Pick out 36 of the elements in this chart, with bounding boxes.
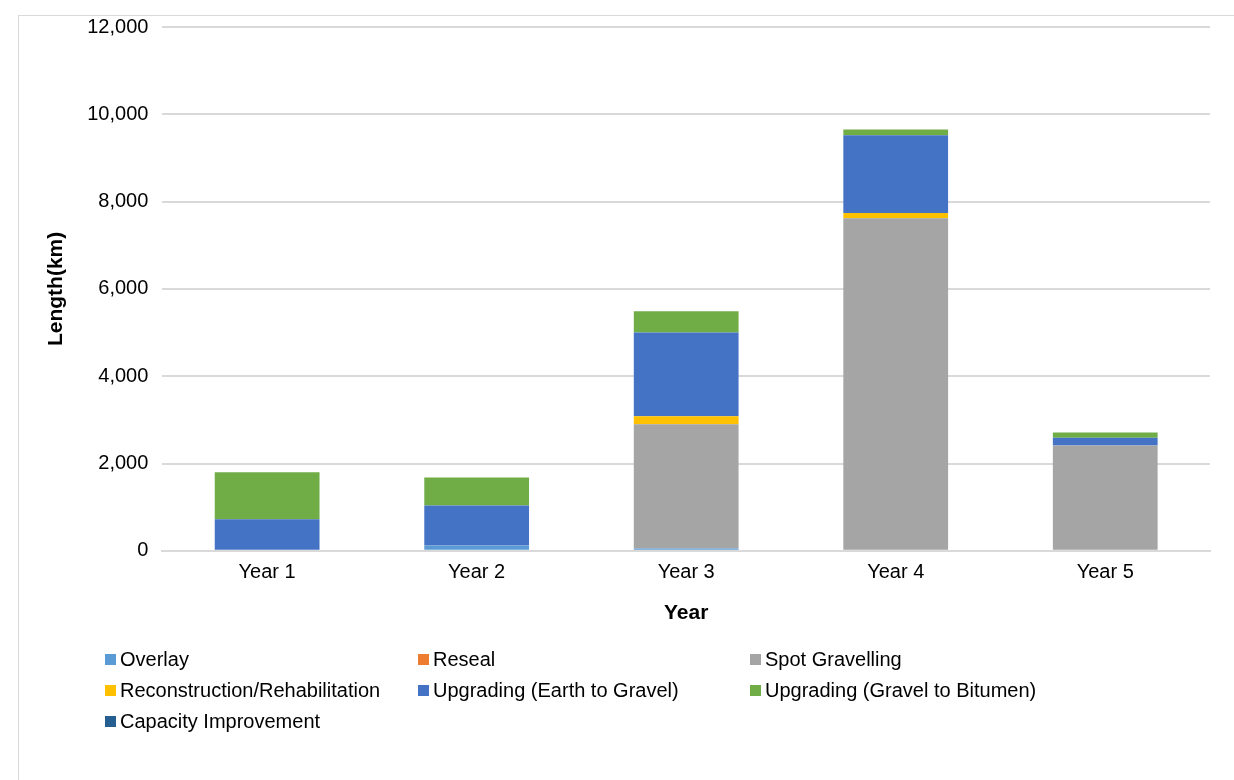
bar: [633, 416, 739, 425]
y-tick-label: 0: [137, 538, 149, 561]
legend-label: Spot Gravelling: [765, 648, 902, 671]
y-tick-label: 6,000: [98, 276, 149, 299]
y-tick-label: 8,000: [98, 189, 149, 212]
bar: [843, 135, 949, 213]
legend-label: Capacity Improvement: [120, 710, 321, 733]
bar: [633, 332, 739, 417]
bar: [843, 212, 949, 219]
y-tick-label: 10,000: [87, 101, 149, 124]
legend-label: Reconstruction/Rehabilitation: [120, 679, 381, 702]
bar: [843, 218, 949, 550]
bar: [214, 519, 320, 550]
x-tick-label: Year 1: [238, 560, 296, 583]
bar: [214, 472, 320, 520]
legend-label: Reseal: [433, 648, 496, 671]
legend-label: Overlay: [120, 648, 189, 671]
bar: [424, 505, 530, 546]
x-tick-label: Year 2: [448, 560, 506, 583]
x-tick-label: Year 5: [1076, 560, 1134, 583]
y-axis-title: Length(km): [43, 231, 67, 347]
bar: [424, 477, 530, 506]
bar: [424, 545, 530, 550]
legend-label: Upgrading (Gravel to Bitumen): [765, 679, 1037, 702]
bar: [633, 311, 739, 333]
y-tick-label: 2,000: [98, 451, 149, 474]
y-tick-label: 12,000: [87, 14, 149, 37]
bar: [1052, 432, 1158, 438]
y-tick-label: 4,000: [98, 363, 149, 386]
x-tick-label: Year 3: [657, 560, 715, 583]
legend-label: Upgrading (Earth to Gravel): [433, 679, 679, 702]
x-axis-title: Year: [663, 600, 709, 624]
bar: [1052, 437, 1158, 446]
bar: [1052, 445, 1158, 550]
bar: [633, 424, 739, 549]
x-tick-label: Year 4: [867, 560, 925, 583]
